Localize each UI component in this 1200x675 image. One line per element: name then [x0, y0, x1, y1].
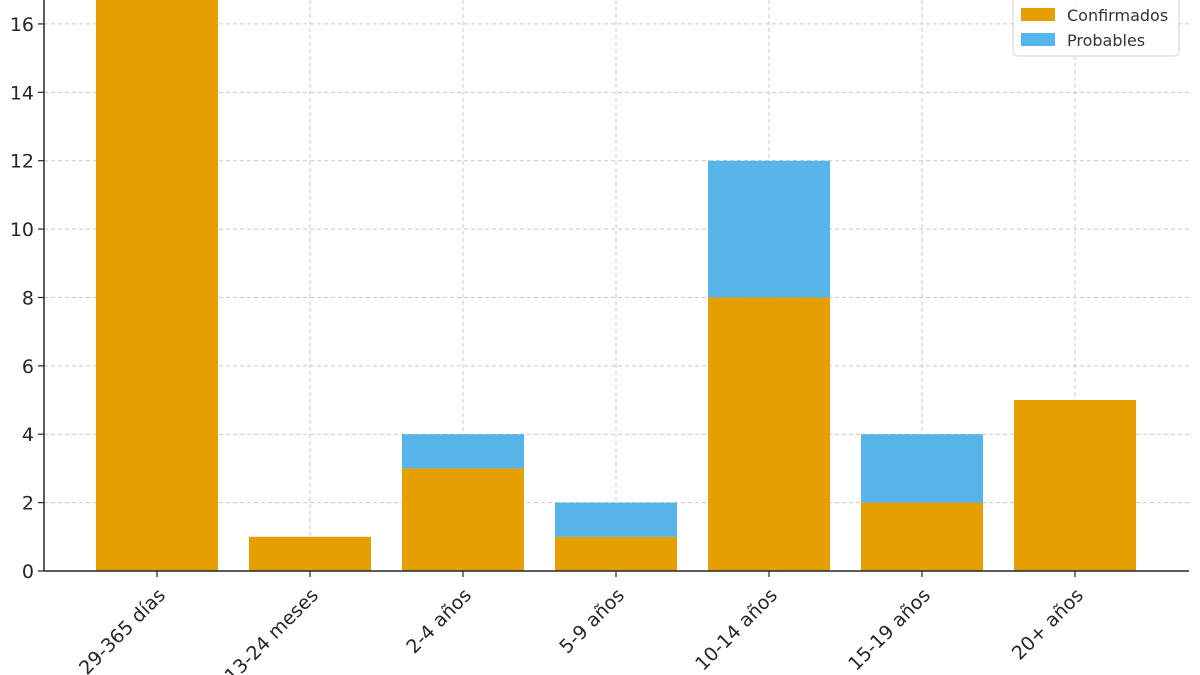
- bar-confirmados-0: [96, 0, 218, 571]
- legend: Confirmados Probables: [1012, 0, 1180, 57]
- grid: [44, 0, 1189, 571]
- bar-confirmados-5: [861, 502, 983, 571]
- bar-confirmados-4: [708, 297, 830, 571]
- y-tick-label: 8: [22, 287, 34, 309]
- bar-confirmados-6: [1014, 400, 1136, 571]
- y-tick-label: 6: [22, 356, 34, 378]
- legend-swatch-probables: [1021, 33, 1055, 46]
- y-axis-ticks: 0 2 4 6 8 10 12 14 16: [10, 14, 44, 583]
- y-tick-label: 0: [22, 561, 34, 583]
- legend-label-probables: Probables: [1067, 31, 1145, 50]
- x-tick-label: 2-4 años: [402, 584, 476, 658]
- x-tick-label: 5-9 años: [555, 584, 629, 658]
- y-tick-label: 10: [10, 219, 34, 241]
- bar-confirmados-1: [249, 536, 371, 571]
- y-tick-label: 12: [10, 151, 34, 173]
- x-tick-label: 15-19 años: [844, 584, 935, 675]
- bar-probables-4: [708, 160, 830, 298]
- bars: [96, 0, 1136, 571]
- bar-confirmados-2: [402, 468, 524, 571]
- bar-probables-3: [555, 502, 677, 537]
- x-axis-ticks: 29-365 días 13-24 meses 2-4 años 5-9 años 10…: [75, 571, 1088, 675]
- x-tick-label: 29-365 días: [75, 584, 170, 675]
- legend-swatch-confirmados: [1021, 8, 1055, 21]
- x-tick-label: 20+ años: [1008, 584, 1088, 664]
- x-tick-label: 13-24 meses: [220, 584, 322, 675]
- y-tick-label: 4: [22, 424, 34, 446]
- bar-probables-5: [861, 434, 983, 503]
- y-tick-label: 14: [10, 82, 34, 104]
- x-tick-label: 10-14 años: [691, 584, 782, 675]
- bar-probables-2: [402, 434, 524, 469]
- y-tick-label: 16: [10, 14, 34, 36]
- y-tick-label: 2: [22, 493, 34, 515]
- bar-confirmados-3: [555, 536, 677, 571]
- legend-label-confirmados: Confirmados: [1067, 6, 1168, 25]
